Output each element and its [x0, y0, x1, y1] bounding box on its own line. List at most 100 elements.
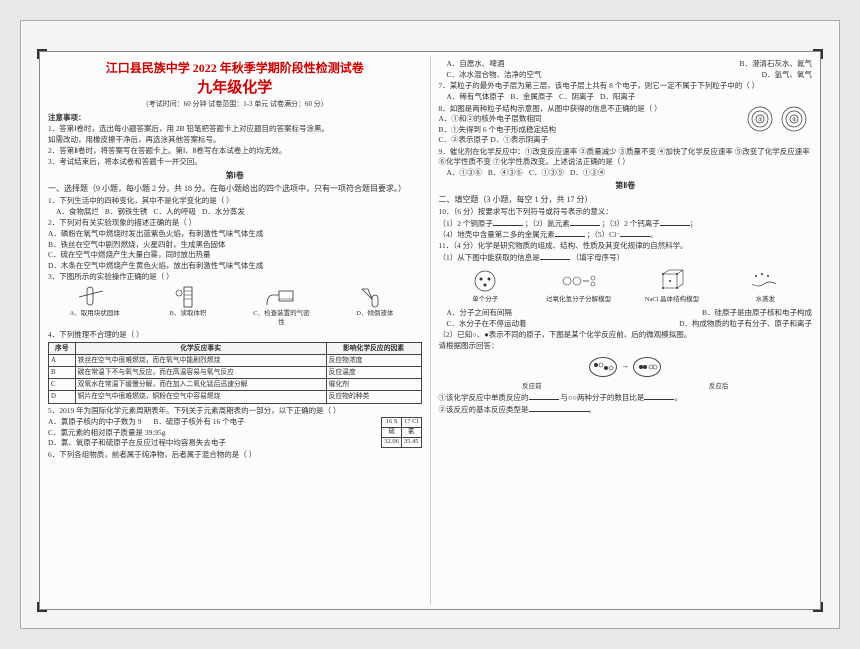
q3-fig-b-label: B．读取体积 — [158, 310, 218, 319]
q11: 11．（4 分）化学是研究物质的组成、结构、性质及其变化规律的自然科学。 （1）… — [439, 241, 813, 415]
blank[interactable] — [660, 218, 690, 226]
q5-c: C．氯元素的相对原子质量是 39.95g — [48, 428, 422, 438]
q11-c: C．水分子在不停运动着 — [447, 319, 527, 329]
part2-header: 第Ⅱ卷 — [439, 181, 813, 192]
q7-b: B．金属原子 — [510, 92, 553, 102]
q5-d: D．氯、氧原子和硫原子在反应过程中均容易失去电子 — [48, 438, 422, 448]
q11-fig-a: 单个分子 — [450, 266, 520, 305]
svg-text:①: ① — [758, 117, 763, 123]
exam-info: （考试时间：60 分钟 试卷范围：1-3 单元 试卷满分：60 分） — [48, 100, 422, 109]
q10-line1: （1）2 个铜原子 ；（2）氮元素 ；（3）2 个钙离子； — [439, 218, 813, 229]
q11-l2b: 请根据图示回答： — [439, 341, 813, 351]
q1-b: B．钢铁生锈 — [105, 207, 148, 217]
q2-c: C．硫在空气中燃烧产生大量白雾，同时放出热量 — [48, 250, 422, 260]
q3-fig-a: A．取用块状固体 — [65, 284, 125, 328]
before-box — [589, 357, 617, 377]
q8-cd: C．②表示原子 D．①表示阴离子 — [439, 135, 813, 145]
q3-fig-d: D．倾倒液体 — [345, 284, 405, 328]
q11-l3: ①该化学反应中单质反应的 与○○两种分子的数目比是。 — [439, 392, 813, 403]
q11-figures: 单个分子 过氧化氢分子分解模型 NaCl 晶体结构模型 水蒸发 — [439, 266, 813, 305]
page-wrap: 江口县民族中学 2022 年秋季学期阶段性检测试卷 九年级化学 （考试时间：60… — [20, 20, 840, 629]
q9: 9．催化剂在化学反应中：①改变反应速率 ②质量减少 ③质量不变 ④加快了化学反应… — [439, 147, 813, 178]
instructions: 注意事项： 1．答第Ⅰ卷时，选出每小题答案后，用 2B 铅笔把答题卡上对应题目的… — [48, 113, 422, 168]
q7: 7．某粒子的最外电子层为第三层，该电子层上共有 8 个电子，则它一定不属于下列粒… — [439, 81, 813, 102]
q11-fig-b: 过氧化氢分子分解模型 — [544, 266, 614, 305]
q11-b: B．硅原子是由原子核和电子构成 — [702, 308, 812, 318]
notice-3: 3．考试结束后，将本试卷和答题卡一并交回。 — [48, 157, 422, 167]
decompose-icon — [559, 268, 599, 294]
q9-c: C．①③⑤ — [529, 168, 564, 178]
blank[interactable] — [555, 229, 585, 237]
blank[interactable] — [529, 392, 559, 400]
q2-stem: 2．下列对有关实验现象的描述正确的是（ ） — [48, 218, 422, 228]
after-label: 反应后 — [709, 383, 729, 392]
q9-a: A．①③⑥ — [447, 168, 482, 178]
q10: 10．（6 分）按要求写出下列符号或符号表示的意义： （1）2 个铜原子 ；（2… — [439, 207, 813, 240]
exam-page: 江口县民族中学 2022 年秋季学期阶段性检测试卷 九年级化学 （考试时间：60… — [39, 51, 821, 610]
after-box — [633, 357, 661, 377]
q3-stem: 3．下图所示的实验操作正确的是（ ） — [48, 272, 422, 282]
table-row: C双氧水在常温下缓慢分解，而在加入二氧化锰后迅速分解催化剂 — [49, 379, 422, 391]
blank[interactable] — [644, 392, 674, 400]
q6-d: D．氢气、氧气 — [762, 70, 812, 80]
test-tube-icon — [77, 285, 113, 309]
q6-a: A．自愿水、啤酒 — [447, 59, 505, 69]
q1-a: A．食物腐烂 — [56, 207, 99, 217]
q11-d: D．构成物质的粒子有分子、原子和离子 — [679, 319, 812, 329]
grade-subject: 九年级化学 — [48, 78, 422, 98]
q6-c: C．冰水混合物、洁净的空气 — [447, 70, 542, 80]
svg-text:②: ② — [792, 117, 797, 123]
crystal-icon — [657, 268, 687, 294]
evaporate-icon — [748, 268, 782, 294]
q4-th2: 化学反应事实 — [75, 342, 326, 354]
q4-stem: 4．下列推理不合理的是（ ） — [48, 330, 422, 340]
molecule-icon — [470, 268, 500, 294]
blank[interactable] — [529, 404, 589, 412]
q9-d: D．①③④ — [570, 168, 605, 178]
blank[interactable] — [620, 229, 650, 237]
q4: 4．下列推理不合理的是（ ） 序号 化学反应事实 影响化学反应的因素 A铁丝在空… — [48, 330, 422, 404]
q6-options: A．自愿水、啤酒 B．澄清石灰水、氮气 C．冰水混合物、洁净的空气 D．氢气、氧… — [439, 59, 813, 80]
blank[interactable] — [493, 218, 523, 226]
notice-2: 2．答第Ⅱ卷时，将答案写在答题卡上。第Ⅰ、Ⅱ卷写在本试卷上的均无效。 — [48, 146, 422, 156]
q6-left: 6．下列各组物质，前者属于纯净物，后者属于混合物的是（ ） — [48, 450, 422, 460]
q3: 3．下图所示的实验操作正确的是（ ） A．取用块状固体 B．读取体积 C．检查装… — [48, 272, 422, 328]
q11-l1: （1）从下图中能获取的信息是 （填字母序号） — [439, 252, 813, 263]
notice-1b: 如需改动，用橡皮擦干净后，再选涂其他答案标号。 — [48, 135, 422, 145]
q9-stem: 9．催化剂在化学反应中：①改变反应速率 ②质量减少 ③质量不变 ④加快了化学反应… — [439, 147, 813, 167]
q5-element-table: 16 S17 Cl 硫氯 32.0635.45 — [381, 417, 421, 447]
q11-reaction-diagram: → — [550, 353, 700, 381]
pour-icon — [358, 285, 392, 309]
q2-b: B．铁丝在空气中剧烈燃烧，火星四射，生成黑色固体 — [48, 240, 422, 250]
q3-fig-c-label: C．检查装置的气密性 — [251, 310, 311, 328]
q3-fig-a-label: A．取用块状固体 — [65, 310, 125, 319]
part1-header: 第Ⅰ卷 — [48, 171, 422, 182]
q10-stem: 10．（6 分）按要求写出下列符号或符号表示的意义： — [439, 207, 813, 217]
q1-c: C．人的呼吸 — [153, 207, 196, 217]
q7-stem: 7．某粒子的最外电子层为第三层，该电子层上共有 8 个电子，则它一定不属于下列粒… — [439, 81, 813, 91]
notice-1: 1．答第Ⅰ卷时，选出每小题答案后，用 2B 铅笔把答题卡上对应题目的答案标号涂黑… — [48, 124, 422, 134]
school-title: 江口县民族中学 2022 年秋季学期阶段性检测试卷 — [48, 60, 422, 76]
crop-mark-tr — [813, 49, 823, 59]
blank[interactable] — [570, 218, 600, 226]
q5-stem: 5．2019 年为国际化学元素周期表年。下列关于元素周期表的一部分，以下正确的是… — [48, 406, 422, 416]
crop-mark-br — [813, 602, 823, 612]
q1-stem: 1．下列生活中的四种变化，其中不是化学变化的是（ ） — [48, 196, 422, 206]
notice-header: 注意事项： — [48, 113, 422, 123]
q3-figures: A．取用块状固体 B．读取体积 C．检查装置的气密性 D．倾倒液体 — [48, 284, 422, 328]
q4-th3: 影响化学反应的因素 — [326, 342, 421, 354]
q2: 2．下列对有关实验现象的描述正确的是（ ） A．磷粉在氧气中燃烧时发出蓝紫色火焰… — [48, 218, 422, 271]
airtight-icon — [261, 285, 301, 309]
q7-c: C．阴离子 — [559, 92, 594, 102]
q5-a: A．氯原子核内的中子数为 9 — [48, 417, 142, 427]
crop-mark-bl — [37, 602, 47, 612]
q5-b: B．硫原子核外有 16 个电子 — [153, 417, 244, 427]
sec1-title: 一、选择题（9 小题，每小题 2 分，共 18 分。在每小题给出的四个选项中，只… — [48, 184, 422, 195]
q11-l4: ②该反应的基本反应类型是。 — [439, 404, 813, 415]
cylinder-icon — [173, 285, 203, 309]
right-column: A．自愿水、啤酒 B．澄清石灰水、氮气 C．冰水混合物、洁净的空气 D．氢气、氧… — [431, 52, 821, 609]
q11-fig-c: NaCl 晶体结构模型 — [637, 266, 707, 305]
q7-a: A．稀有气体原子 — [447, 92, 505, 102]
blank[interactable] — [540, 252, 570, 260]
q10-line2: （4）地壳中含量第二多的金属元素 ；（5）Cl⁻。 — [439, 229, 813, 240]
